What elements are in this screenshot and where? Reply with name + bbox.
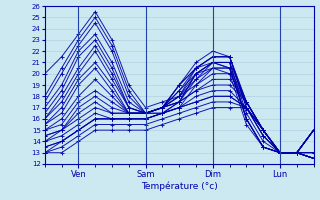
X-axis label: Température (°c): Température (°c) [141, 181, 218, 191]
